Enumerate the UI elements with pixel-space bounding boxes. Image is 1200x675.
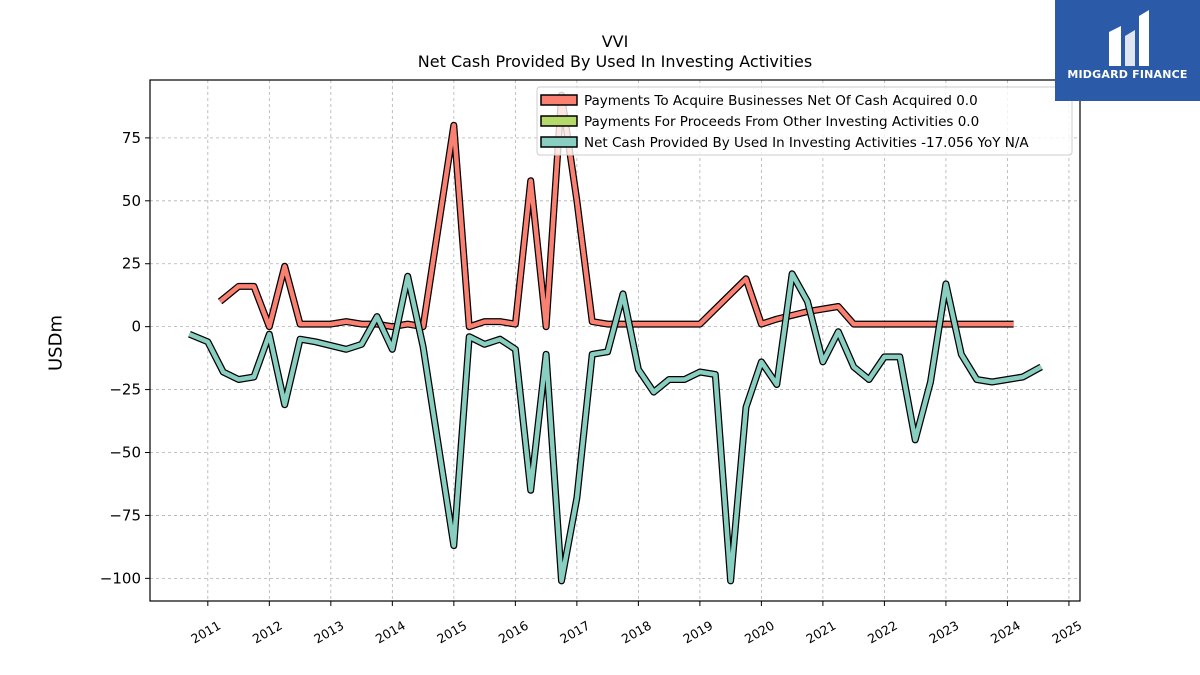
legend-swatch-1 (540, 115, 578, 127)
x-tick-label: 2024 (988, 618, 1023, 647)
legend-swatch-0 (540, 94, 578, 106)
legend-label-2: Net Cash Provided By Used In Investing A… (584, 135, 1029, 151)
x-tick-label: 2018 (619, 618, 654, 647)
legend-label-1: Payments For Proceeds From Other Investi… (584, 114, 979, 130)
legend-label-0: Payments To Acquire Businesses Net Of Ca… (584, 93, 978, 109)
x-tick-label: 2015 (434, 618, 469, 647)
logo-mark-icon (1109, 10, 1149, 66)
y-tick-label: 50 (122, 192, 141, 210)
logo-brand-text: MIDGARD FINANCE (1067, 68, 1188, 81)
x-tick-label: 2022 (865, 618, 900, 647)
y-tick-label: 75 (122, 129, 141, 147)
x-tick-label: 2011 (188, 618, 223, 647)
y-tick-label: −100 (100, 569, 141, 587)
x-tick-label: 2016 (496, 618, 531, 647)
y-tick-label: 0 (131, 318, 141, 336)
x-tick-label: 2021 (803, 618, 838, 647)
y-tick-label: −50 (109, 444, 141, 462)
x-tick-label: 2014 (373, 618, 408, 647)
chart-title: VVI (601, 32, 629, 51)
midgard-finance-logo: MIDGARD FINANCE (1055, 0, 1200, 101)
legend-box (536, 86, 1073, 156)
y-tick-label: −75 (109, 506, 141, 524)
y-tick-label: 25 (122, 255, 141, 273)
x-tick-label: 2020 (742, 618, 777, 647)
legend-swatch-2 (540, 136, 578, 148)
x-tick-label: 2012 (250, 618, 285, 647)
x-tick-label: 2019 (680, 618, 715, 647)
x-tick-label: 2013 (311, 618, 346, 647)
chart-subtitle: Net Cash Provided By Used In Investing A… (417, 52, 813, 71)
series-line-2 (188, 271, 1043, 584)
y-tick-label: −25 (109, 381, 141, 399)
x-tick-label: 2017 (557, 618, 592, 647)
x-tick-label: 2025 (1049, 618, 1084, 647)
x-tick-label: 2023 (926, 618, 961, 647)
axes-frame (149, 79, 1081, 602)
y-axis-label: USDm (45, 315, 67, 371)
